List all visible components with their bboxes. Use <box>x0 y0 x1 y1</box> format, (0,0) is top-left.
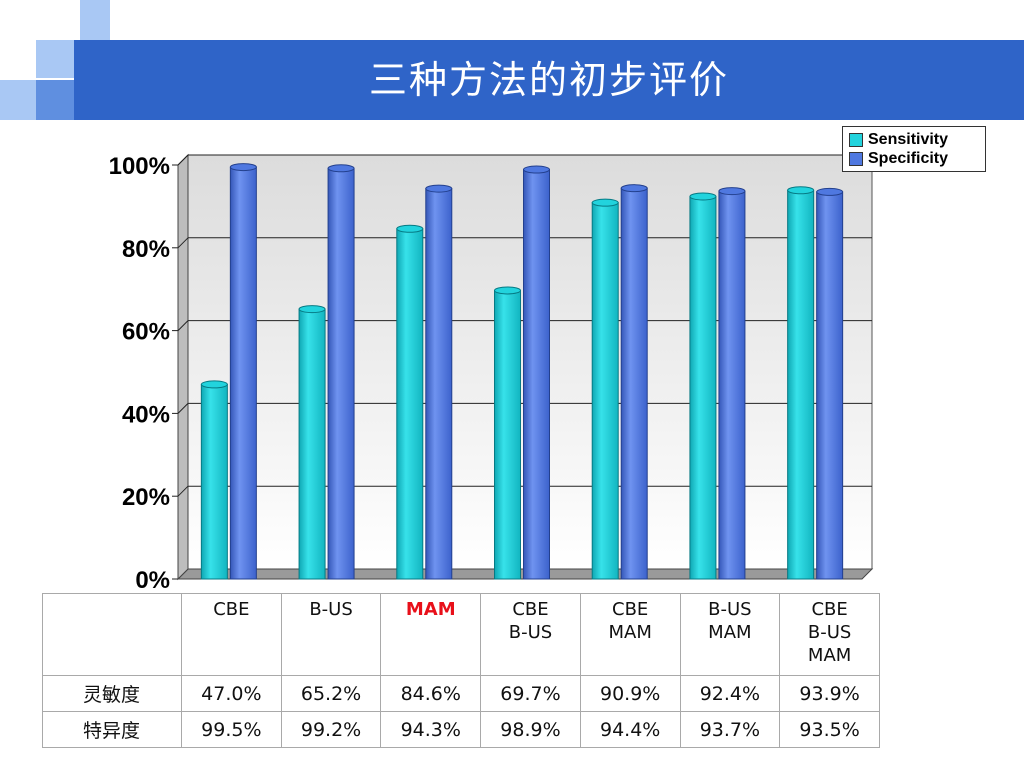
row-label: 灵敏度 <box>42 675 182 712</box>
table-cell: 93.9% <box>779 675 880 712</box>
bar-cap-sensitivity <box>689 192 717 201</box>
y-tick-label: 0% <box>135 567 170 590</box>
bar-cap-sensitivity <box>591 198 619 207</box>
table-cell: 94.4% <box>579 711 681 748</box>
table-cell: 69.7% <box>480 675 581 712</box>
bar-sensitivity <box>494 289 521 580</box>
header-line: B-US <box>807 622 852 643</box>
table-cell: 47.0% <box>181 675 282 712</box>
bar-cap-sensitivity <box>787 186 815 195</box>
bar-specificity <box>327 167 355 580</box>
bar-specificity <box>816 191 844 580</box>
table-header-cell: B-US MAM <box>679 593 781 676</box>
bar-chart: 0% 20% 40% 60% 80% 100% <box>109 153 874 590</box>
bar-cap-specificity <box>620 184 648 193</box>
table-header-cell: CBE B-US MAM <box>779 593 880 676</box>
legend-item-sensitivity: Sensitivity <box>849 130 979 149</box>
slide-title: 三种方法的初步评价 <box>368 58 729 102</box>
bar-cap-sensitivity <box>298 305 326 314</box>
header-line: MAM <box>708 622 752 643</box>
bar-specificity <box>229 166 257 580</box>
bar-cap-specificity <box>229 163 257 172</box>
y-tick-label: 80% <box>122 236 170 263</box>
y-tick-label: 60% <box>122 319 170 346</box>
legend-label-sensitivity: Sensitivity <box>868 130 949 148</box>
header-line: CBE <box>612 599 649 620</box>
bar-cap-sensitivity <box>200 380 228 389</box>
header-line: B-US <box>708 599 752 620</box>
table-cell: 99.2% <box>280 711 382 748</box>
y-tick-label: 40% <box>122 401 170 428</box>
plot-side-wall <box>177 153 189 581</box>
table-cell: 84.6% <box>380 675 482 712</box>
gridline-side <box>177 403 189 414</box>
table-cell: 65.2% <box>280 675 382 712</box>
results-table: CBE B-US MAM CBE B-US CBE MAM B-US MAM CBE B… <box>42 593 880 748</box>
table-corner-cell <box>42 593 182 676</box>
legend-item-specificity: Specificity <box>849 149 979 168</box>
bar-specificity <box>718 190 746 580</box>
decor-square <box>80 0 110 40</box>
bar-sensitivity <box>396 228 424 580</box>
decor-square <box>36 80 74 120</box>
chart-legend: Sensitivity Specificity <box>842 126 986 172</box>
header-line: MAM <box>608 622 652 643</box>
bar-sensitivity <box>591 202 619 580</box>
table-header-cell: MAM <box>380 593 482 676</box>
bar-sensitivity <box>298 308 326 580</box>
table-header-cell: CBE B-US <box>480 593 581 676</box>
table-cell: 90.9% <box>579 675 681 712</box>
header-line: B-US <box>309 599 353 620</box>
bar-cap-specificity <box>816 187 844 196</box>
bar-cap-specificity <box>425 184 453 193</box>
table-cell: 93.7% <box>679 711 781 748</box>
table-row-specificity: 特异度 99.5% 99.2% 94.3% 98.9% 94.4% 93.7% … <box>42 711 880 748</box>
table-cell: 98.9% <box>480 711 581 748</box>
legend-swatch-specificity <box>849 151 863 166</box>
bar-sensitivity <box>689 195 717 580</box>
table-cell: 93.5% <box>779 711 880 748</box>
table-cell: 94.3% <box>380 711 482 748</box>
gridline-side <box>177 237 189 249</box>
bar-specificity <box>425 188 453 580</box>
bar-sensitivity <box>200 383 228 580</box>
bar-specificity <box>523 169 550 580</box>
bar-cap-specificity <box>523 165 550 174</box>
gridline-side <box>177 154 189 166</box>
table-header-cell: CBE <box>181 593 282 676</box>
table-row-sensitivity: 灵敏度 47.0% 65.2% 84.6% 69.7% 90.9% 92.4% … <box>42 675 880 712</box>
y-tick-label: 100% <box>109 153 170 180</box>
bar-cap-specificity <box>718 187 746 196</box>
header-line: CBE <box>213 599 250 620</box>
header-line: B-US <box>508 622 553 643</box>
decor-square <box>0 80 36 120</box>
header-line: CBE <box>512 599 549 620</box>
bar-sensitivity <box>787 189 815 580</box>
bar-cap-sensitivity <box>494 286 521 295</box>
table-cell: 99.5% <box>181 711 282 748</box>
y-tick-label: 20% <box>122 484 170 511</box>
table-header-cell: CBE MAM <box>579 593 681 676</box>
gridline-side <box>177 485 189 497</box>
header-line: MAM <box>405 599 456 620</box>
row-label: 特异度 <box>42 711 182 748</box>
decor-square <box>36 40 74 78</box>
header-line: MAM <box>807 645 852 666</box>
bar-specificity <box>620 187 648 580</box>
bar-cap-sensitivity <box>396 224 424 233</box>
table-cell: 92.4% <box>679 675 781 712</box>
header-line: CBE <box>811 599 848 620</box>
table-header-row: CBE B-US MAM CBE B-US CBE MAM B-US MAM CBE B… <box>42 593 880 676</box>
legend-label-specificity: Specificity <box>868 149 949 167</box>
title-bar <box>74 40 1024 120</box>
bar-cap-specificity <box>327 164 355 173</box>
legend-swatch-sensitivity <box>849 132 863 147</box>
table-header-cell: B-US <box>280 593 382 676</box>
gridline-side <box>177 320 189 331</box>
